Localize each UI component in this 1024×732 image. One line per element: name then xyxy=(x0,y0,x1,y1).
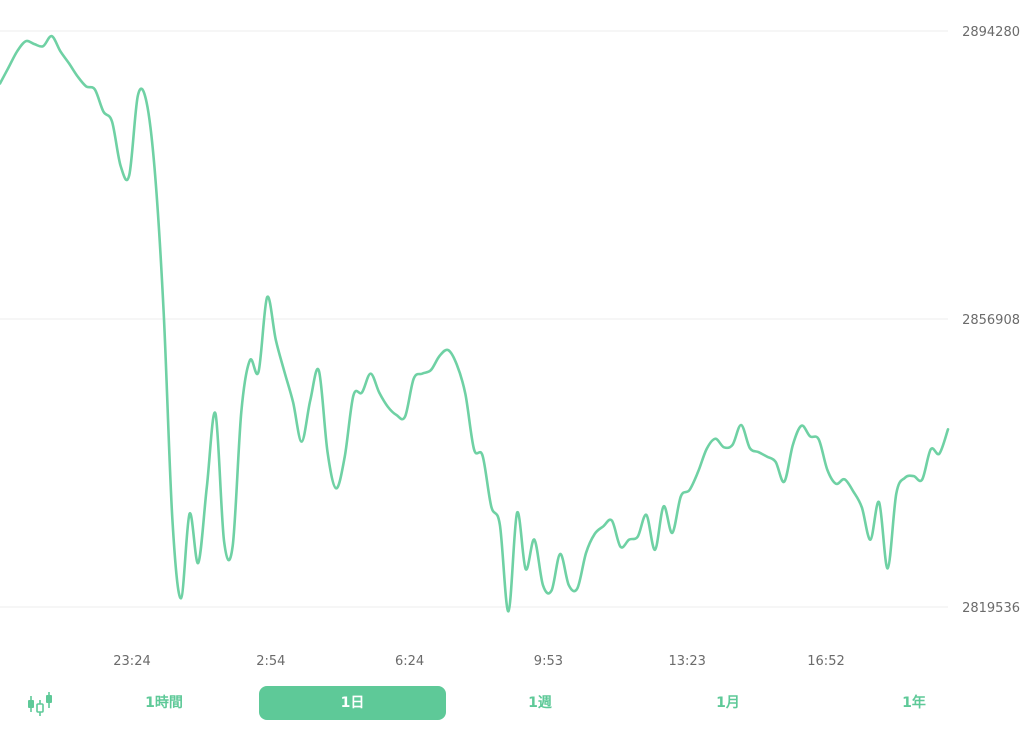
price-chart[interactable]: 2894280 2856908 2819536 23:24 2:54 6:24 9:53 1… xyxy=(0,0,1024,680)
x-tick-label: 16:52 xyxy=(807,654,844,669)
tab-1-year[interactable]: 1年 xyxy=(902,695,926,711)
y-axis: 2894280 2856908 2819536 xyxy=(962,25,1020,616)
tab-1-month[interactable]: 1月 xyxy=(716,695,740,711)
line-layer xyxy=(0,34,950,613)
x-tick-label: 13:23 xyxy=(668,654,705,669)
y-tick-label: 2894280 xyxy=(962,25,1020,40)
tab-1-hour[interactable]: 1時間 xyxy=(145,695,183,711)
candlestick-toggle-button[interactable] xyxy=(24,690,56,718)
y-tick-label: 2819536 xyxy=(962,601,1020,616)
candlestick-icon xyxy=(28,692,52,716)
y-tick-label: 2856908 xyxy=(962,313,1020,328)
x-tick-label: 2:54 xyxy=(256,654,285,669)
chart-svg: 2894280 2856908 2819536 23:24 2:54 6:24 9:53 1… xyxy=(0,25,1020,669)
x-axis: 23:24 2:54 6:24 9:53 13:23 16:52 xyxy=(113,654,844,669)
tab-1-day[interactable]: 1日 xyxy=(259,686,446,720)
price-series-line xyxy=(0,34,950,613)
x-tick-label: 23:24 xyxy=(113,654,150,669)
tab-1-week[interactable]: 1週 xyxy=(528,695,552,711)
x-tick-label: 9:53 xyxy=(534,654,563,669)
x-tick-label: 6:24 xyxy=(395,654,424,669)
grid-layer xyxy=(0,30,948,608)
time-range-bar: 1時間 1日 1週 1月 1年 xyxy=(0,684,1024,724)
